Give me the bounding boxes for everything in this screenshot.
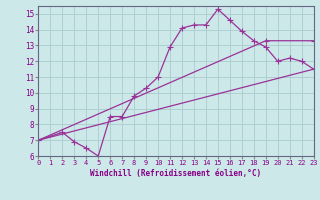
X-axis label: Windchill (Refroidissement éolien,°C): Windchill (Refroidissement éolien,°C): [91, 169, 261, 178]
